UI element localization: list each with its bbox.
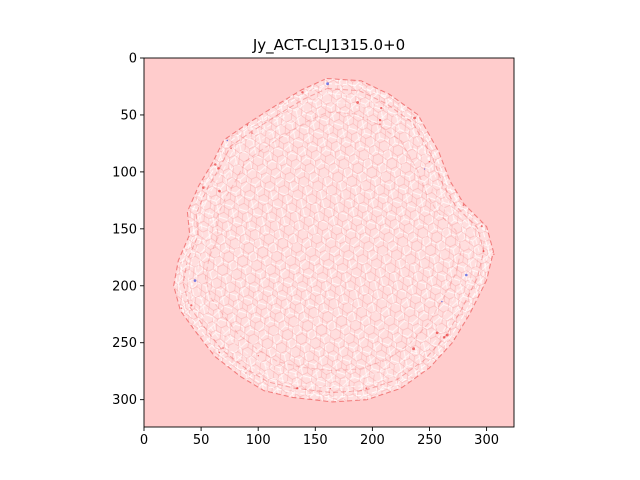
- speckle: [190, 304, 193, 307]
- speckle: [241, 368, 244, 372]
- rim-ring: [182, 87, 485, 394]
- speckle: [415, 352, 418, 355]
- speckle: [356, 100, 360, 104]
- speckle: [356, 106, 359, 109]
- speckle: [445, 333, 449, 337]
- speckle: [218, 351, 221, 354]
- x-axis: 0 50 100 150 200 250 300: [140, 427, 499, 448]
- y-tick-label: 0: [129, 52, 137, 67]
- speckle: [250, 127, 254, 130]
- x-tick-label: 250: [417, 433, 442, 448]
- speckle: [329, 387, 331, 390]
- speckle: [482, 250, 485, 253]
- rim-ring: [195, 101, 472, 381]
- speckle: [301, 91, 304, 94]
- speckle: [209, 218, 212, 221]
- speckle: [296, 387, 299, 390]
- speckle: [442, 335, 446, 339]
- y-tick-label: 50: [120, 108, 137, 123]
- speckle: [251, 132, 253, 134]
- x-tick-label: 0: [140, 433, 148, 448]
- speckle: [246, 124, 249, 126]
- y-tick-label: 150: [112, 222, 137, 237]
- rim-ring: [187, 93, 480, 389]
- speckle: [468, 277, 471, 281]
- rim-ring: [177, 82, 490, 398]
- speckle: [324, 78, 327, 81]
- speckle: [230, 147, 232, 150]
- speckle: [493, 253, 495, 255]
- y-tick-label: 250: [112, 336, 137, 351]
- x-tick-label: 100: [246, 433, 271, 448]
- speckle: [427, 157, 431, 160]
- y-tick-label: 100: [112, 165, 137, 180]
- rim-ring: [204, 111, 462, 372]
- speckle: [435, 331, 439, 335]
- x-tick-label: 200: [360, 433, 385, 448]
- speckle: [379, 123, 381, 125]
- speckle: [226, 139, 229, 142]
- speckle: [180, 307, 183, 309]
- speckle: [217, 167, 220, 170]
- speckle: [415, 350, 418, 353]
- chart-title: Jy_ACT-CLJ1315.0+0: [252, 36, 405, 55]
- speckle: [414, 347, 417, 350]
- speckle: [199, 303, 203, 307]
- speckle: [413, 116, 416, 120]
- x-tick-label: 300: [474, 433, 499, 448]
- speckle: [326, 82, 330, 86]
- rim-ring: [173, 77, 494, 403]
- speckle: [480, 225, 483, 228]
- speckle: [190, 282, 194, 286]
- speckle: [222, 347, 224, 349]
- x-tick-label: 50: [193, 433, 210, 448]
- speckle: [245, 372, 247, 374]
- speckle: [186, 259, 190, 263]
- speckle: [218, 189, 221, 193]
- speckle: [212, 218, 215, 221]
- speckle: [441, 300, 443, 303]
- speckle: [428, 160, 431, 163]
- speckle: [193, 279, 197, 282]
- speckle: [378, 118, 382, 122]
- speckle: [233, 149, 236, 152]
- y-tick-label: 300: [112, 393, 137, 408]
- speckle: [230, 338, 233, 341]
- speckle: [195, 235, 198, 237]
- speckle: [482, 228, 485, 231]
- speckle: [214, 163, 217, 166]
- speckle: [423, 168, 426, 170]
- speckle: [182, 310, 185, 313]
- x-tick-label: 150: [303, 433, 328, 448]
- speckle: [216, 348, 218, 351]
- speckle: [380, 106, 383, 110]
- plot-frame: [143, 57, 515, 428]
- y-axis: 0 50 100 150 200 250 300: [112, 52, 144, 408]
- speckle: [356, 99, 358, 102]
- y-tick-label: 200: [112, 279, 137, 294]
- speckle: [365, 387, 368, 390]
- speckle: [365, 397, 368, 400]
- speckle: [412, 347, 416, 351]
- speckle: [202, 186, 205, 189]
- speckle: [462, 204, 465, 206]
- speckle: [465, 273, 468, 277]
- speckle: [361, 375, 364, 378]
- speckle: [257, 355, 259, 357]
